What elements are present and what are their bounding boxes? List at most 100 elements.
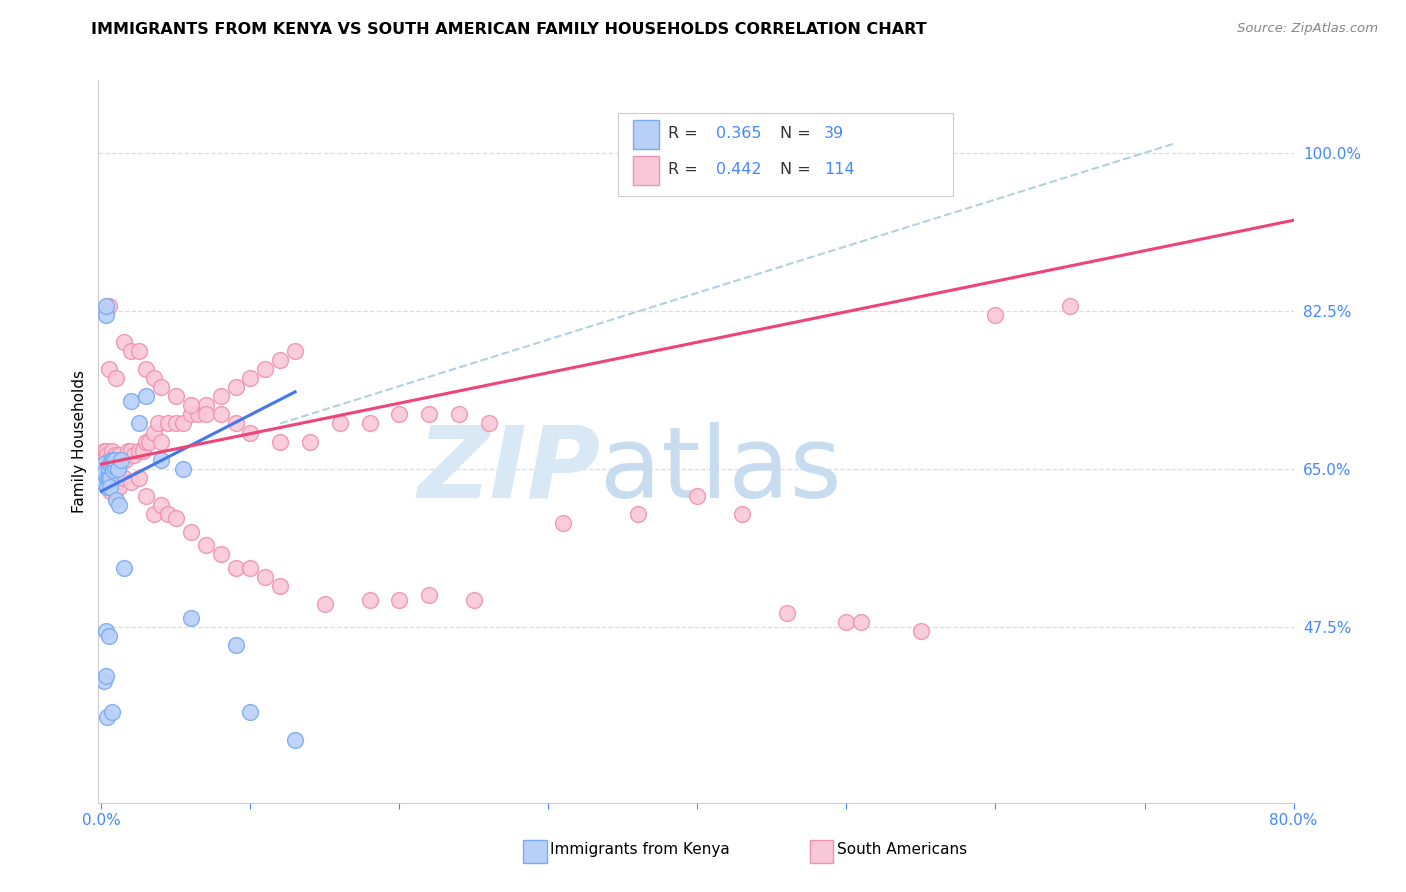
Point [93,466,115,480]
Point [418,588,440,602]
Point [418,408,440,422]
Point [120,443,142,458]
Point [103,452,125,467]
Point [388,592,411,607]
Point [180,610,202,624]
Point [103,463,125,477]
Point [97,299,120,313]
Point [101,443,124,458]
Point [103,461,125,475]
Point [239,425,262,440]
Point [108,498,131,512]
Point [104,448,127,462]
Point [114,452,136,467]
Point [165,511,187,525]
Point [172,417,194,431]
Text: Source: ZipAtlas.com: Source: ZipAtlas.com [1237,22,1378,36]
Point [97,471,120,485]
Point [96,457,118,471]
Point [117,443,139,458]
Point [94,624,117,639]
Point [120,393,142,408]
Point [98,457,121,471]
Point [96,480,118,494]
Point [104,484,127,499]
Point [359,592,381,607]
Point [254,570,277,584]
Point [108,480,131,494]
Point [107,452,129,467]
Point [239,371,262,385]
Point [138,434,160,449]
Point [98,461,121,475]
Text: N =: N = [780,161,815,177]
Point [101,475,124,490]
Point [239,561,262,575]
Point [96,452,118,467]
Point [254,362,277,376]
Point [329,417,352,431]
Bar [810,839,834,863]
Point [180,398,202,412]
Point [104,452,127,467]
Point [110,452,132,467]
Point [225,561,247,575]
Point [553,516,575,530]
Point [835,615,858,630]
Point [150,380,173,394]
Point [112,452,135,467]
Point [135,362,157,376]
Point [128,443,150,458]
Point [94,443,117,458]
Point [103,480,125,494]
Point [104,459,127,474]
Point [101,452,124,467]
Point [135,489,157,503]
Point [284,344,307,359]
Point [94,452,117,467]
Point [835,145,858,160]
Bar [633,156,659,185]
Text: 0.365: 0.365 [716,126,762,141]
Point [120,475,142,490]
Point [731,507,754,521]
Text: South Americans: South Americans [837,842,967,857]
Point [98,457,121,471]
Point [142,507,165,521]
Point [269,579,291,593]
Point [112,335,135,350]
Text: IMMIGRANTS FROM KENYA VS SOUTH AMERICAN FAMILY HOUSEHOLDS CORRELATION CHART: IMMIGRANTS FROM KENYA VS SOUTH AMERICAN … [91,22,927,37]
Point [105,452,128,467]
Point [142,425,165,440]
Point [150,498,173,512]
Point [105,493,128,508]
Point [97,461,120,475]
Point [225,380,247,394]
Text: atlas: atlas [600,422,842,519]
FancyBboxPatch shape [619,112,953,196]
Point [135,434,157,449]
Y-axis label: Family Households: Family Households [72,370,87,513]
Point [686,489,709,503]
Point [627,507,650,521]
Point [98,471,121,485]
Point [94,308,117,322]
Point [101,706,124,720]
Point [157,417,180,431]
Point [101,452,124,467]
Point [180,408,202,422]
Point [209,408,232,422]
Point [93,443,115,458]
Text: N =: N = [780,126,815,141]
Point [103,457,125,471]
Point [284,732,307,747]
Point [1059,299,1081,313]
Point [103,452,125,467]
Point [314,597,336,611]
Bar [523,839,547,863]
Text: Immigrants from Kenya: Immigrants from Kenya [550,842,730,857]
Point [447,408,470,422]
Point [165,417,187,431]
Point [97,480,120,494]
Text: 114: 114 [824,161,855,177]
